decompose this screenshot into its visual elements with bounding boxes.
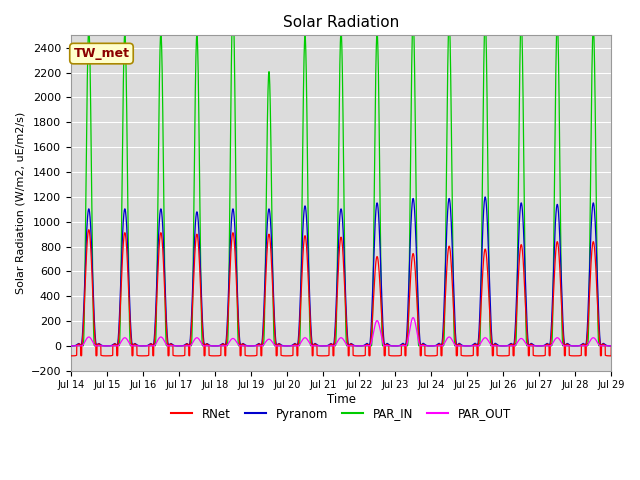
Pyranom [329,343,337,349]
X-axis label: Time: Time [326,393,356,406]
Pyranom [493,342,500,348]
PAR_IN [433,343,440,349]
PAR_OUT [463,343,470,349]
PAR_OUT [607,343,615,349]
Pyranom [164,340,172,346]
Y-axis label: Solar Radiation (W/m2, uE/m2/s): Solar Radiation (W/m2, uE/m2/s) [15,112,25,294]
PAR_IN [463,343,470,349]
PAR_IN [321,343,329,349]
RNet [433,353,440,359]
PAR_OUT [493,343,500,349]
Pyranom [67,343,75,349]
PAR_OUT [409,315,417,321]
Pyranom [462,343,470,349]
Line: PAR_IN: PAR_IN [71,3,611,346]
PAR_OUT [308,343,316,349]
PAR_OUT [67,343,75,349]
Line: PAR_OUT: PAR_OUT [71,318,611,346]
PAR_OUT [321,343,329,349]
Pyranom [433,342,440,348]
Pyranom [607,343,615,349]
PAR_IN [493,343,500,349]
RNet [164,352,172,358]
PAR_IN [229,0,237,6]
PAR_OUT [607,343,614,349]
RNet [463,353,470,359]
PAR_OUT [433,343,440,349]
PAR_OUT [164,343,172,349]
RNet [493,342,500,348]
Text: TW_met: TW_met [74,47,129,60]
RNet [67,353,75,359]
RNet [321,353,329,359]
RNet [607,353,614,359]
RNet [365,353,373,359]
PAR_IN [68,343,76,349]
RNet [85,227,93,233]
RNet [607,343,615,349]
PAR_IN [607,343,615,349]
Pyranom [607,343,614,349]
Title: Solar Radiation: Solar Radiation [283,15,399,30]
Legend: RNet, Pyranom, PAR_IN, PAR_OUT: RNet, Pyranom, PAR_IN, PAR_OUT [166,403,516,425]
Line: Pyranom: Pyranom [71,197,611,346]
Pyranom [481,194,489,200]
Pyranom [321,343,328,349]
PAR_IN [67,343,75,349]
PAR_IN [607,343,614,349]
PAR_IN [164,341,172,347]
Line: RNet: RNet [71,230,611,356]
